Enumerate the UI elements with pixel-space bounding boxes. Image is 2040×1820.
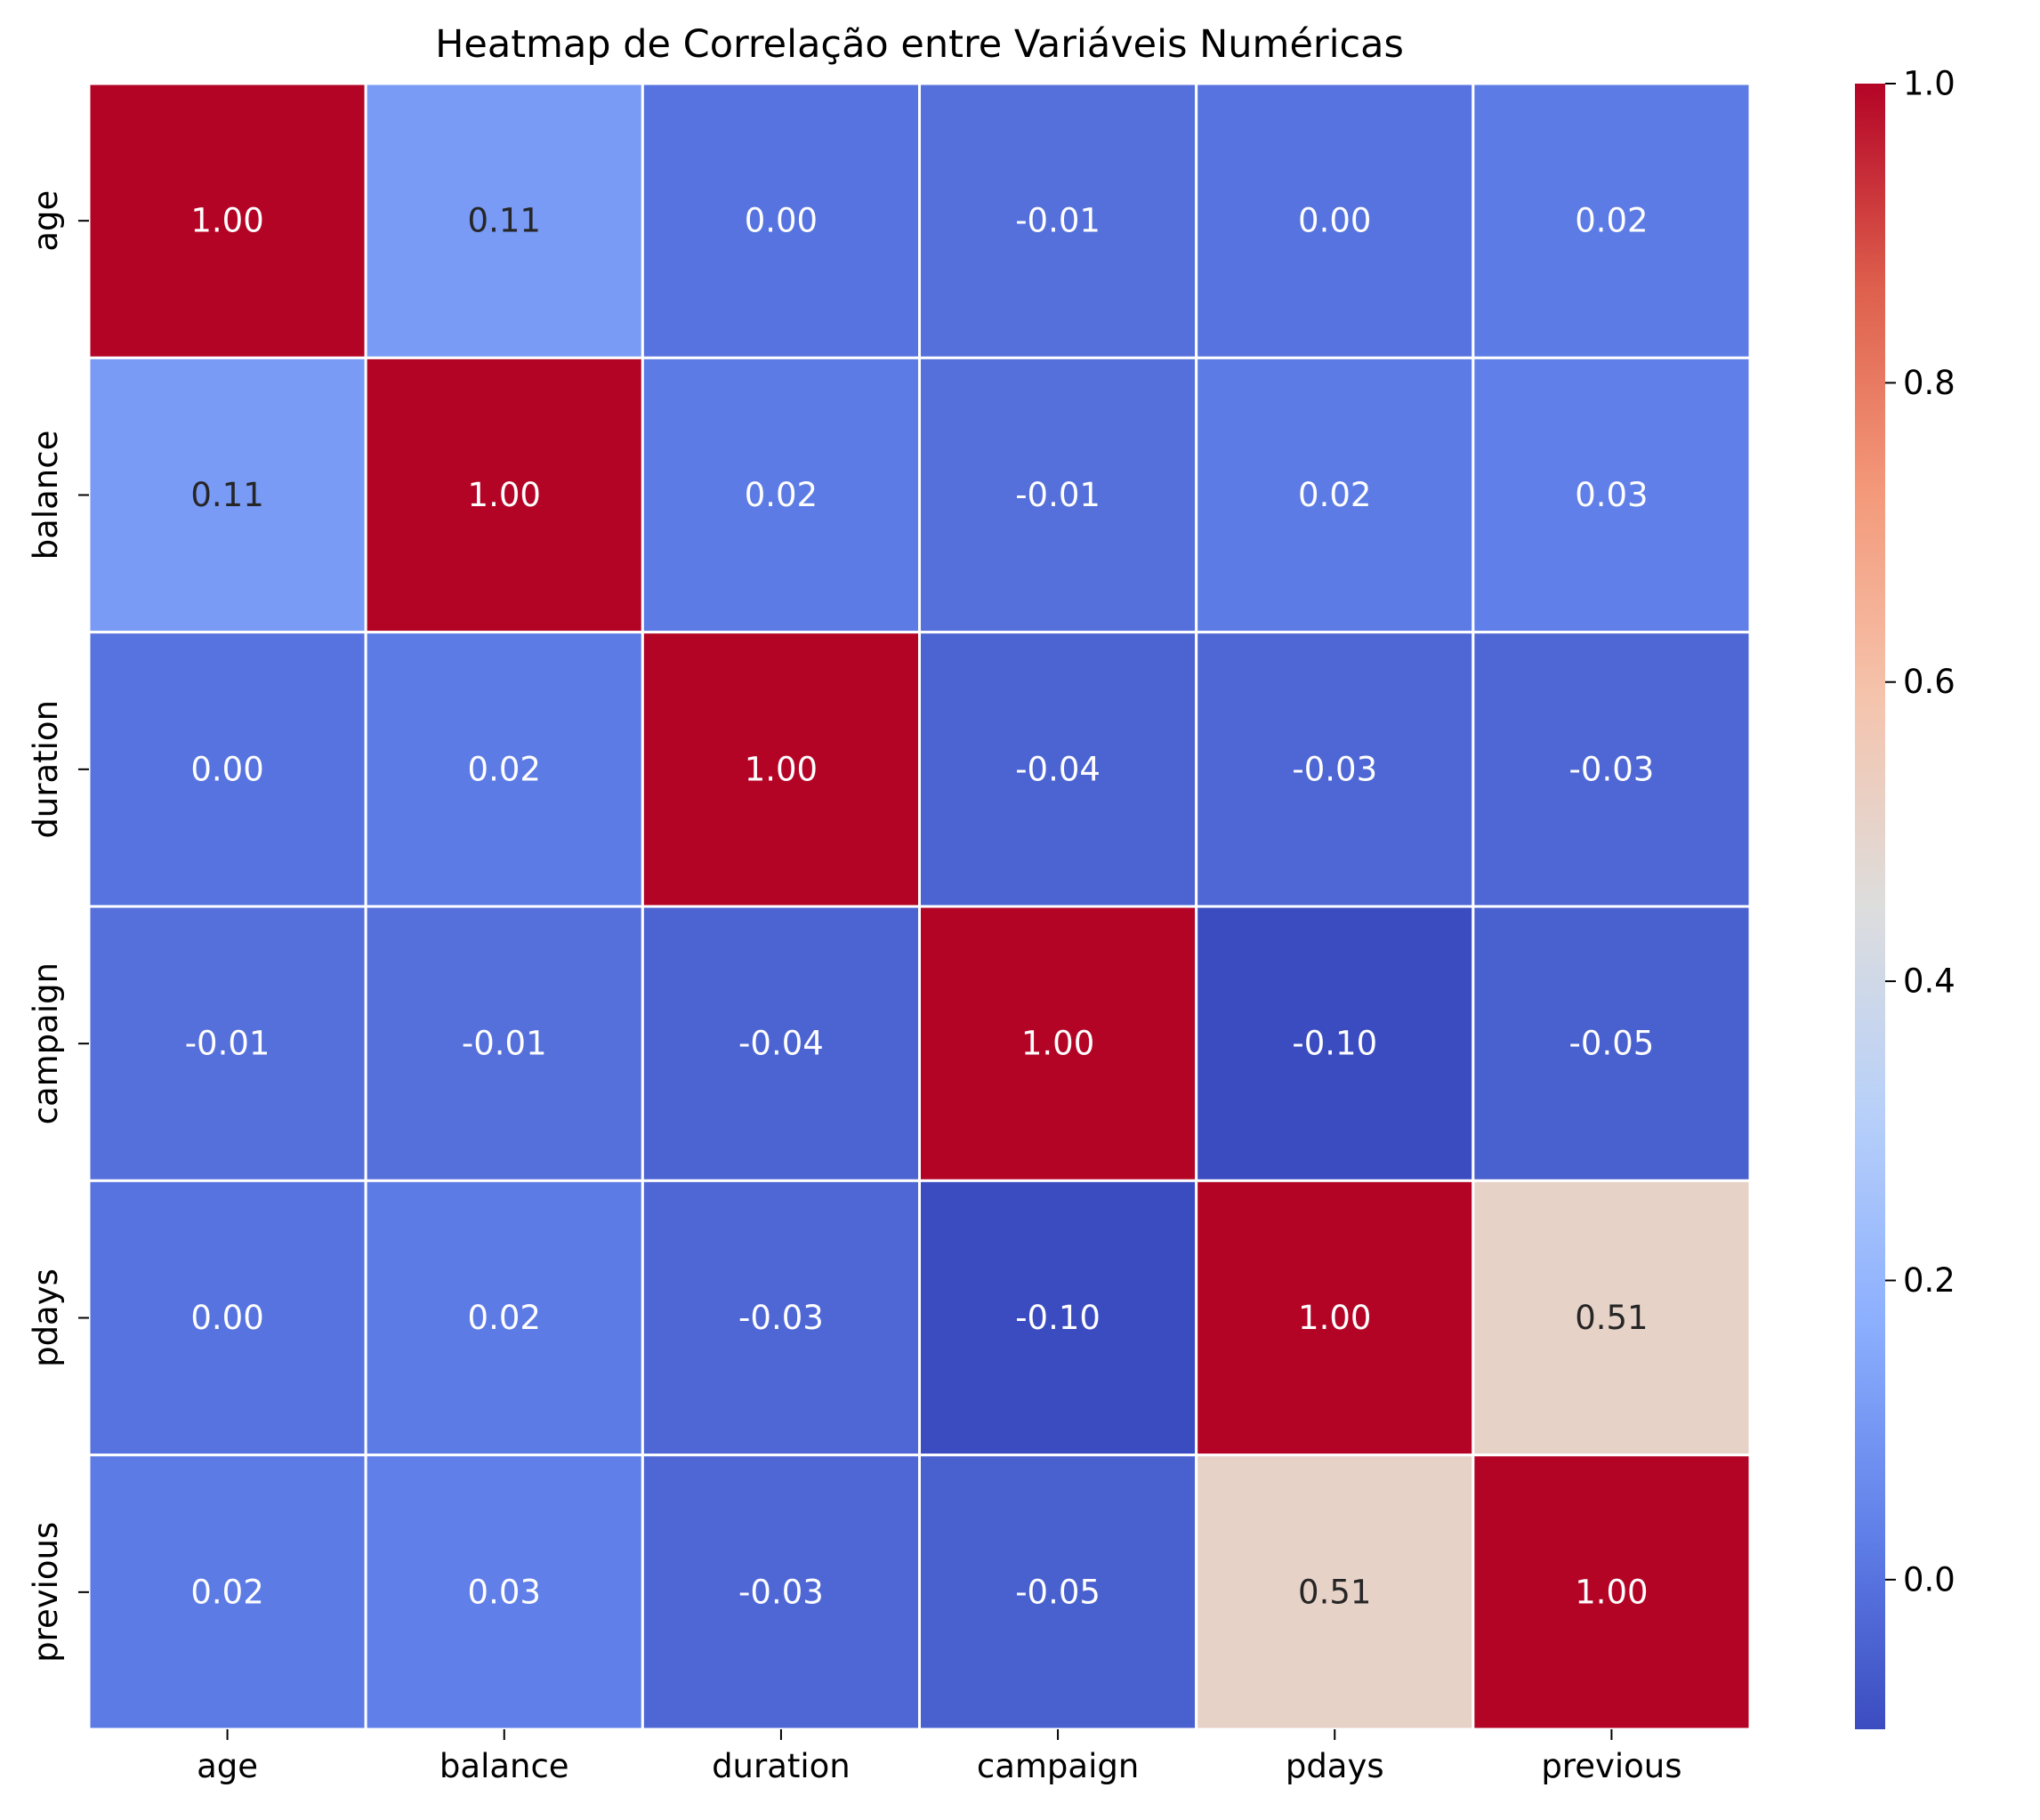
cell-value-label: 1.00 bbox=[1021, 1025, 1094, 1063]
x-tick-label: campaign bbox=[977, 1747, 1139, 1785]
colorbar-tick-label: 0.8 bbox=[1903, 364, 1955, 402]
cell-value-label: 0.02 bbox=[468, 1299, 541, 1337]
cell-value-label: 1.00 bbox=[468, 476, 541, 514]
colorbar-tick-label: 0.2 bbox=[1903, 1261, 1955, 1300]
heatmap-cell bbox=[1195, 631, 1475, 908]
cell-value-label: -0.05 bbox=[1569, 1025, 1655, 1063]
y-tick-label: campaign bbox=[27, 962, 65, 1124]
heatmap-cell bbox=[87, 631, 367, 908]
cell-value-label: -0.01 bbox=[1015, 476, 1101, 514]
heatmap-cell bbox=[364, 905, 644, 1182]
heatmap-cell bbox=[918, 631, 1198, 908]
colorbar-tick-label: 0.6 bbox=[1903, 663, 1955, 701]
cell-value-label: 0.02 bbox=[190, 1573, 263, 1611]
heatmap-cell bbox=[87, 1454, 367, 1731]
cell-value-label: 0.00 bbox=[745, 202, 818, 240]
cell-value-label: 0.03 bbox=[468, 1573, 541, 1611]
heatmap-cell bbox=[1195, 1179, 1475, 1457]
x-tick-label: age bbox=[197, 1747, 258, 1785]
cell-value-label: 1.00 bbox=[1298, 1299, 1371, 1337]
heatmap-cell bbox=[1472, 356, 1752, 634]
colorbar: 0.0 0.2 0.4 0.6 0.8 1.0 bbox=[1855, 65, 1955, 1729]
heatmap-cells bbox=[87, 82, 1752, 1731]
x-tick-label: balance bbox=[439, 1747, 569, 1785]
heatmap-cell bbox=[918, 905, 1198, 1182]
y-tick-label: previous bbox=[27, 1522, 65, 1663]
colorbar-tick-label: 0.0 bbox=[1903, 1560, 1955, 1599]
cell-value-label: -0.03 bbox=[1569, 750, 1655, 788]
x-tick-label: previous bbox=[1541, 1747, 1681, 1785]
cell-value-label: 0.00 bbox=[1298, 202, 1371, 240]
cell-value-label: -0.03 bbox=[738, 1299, 824, 1337]
cell-value-label: 0.02 bbox=[1298, 476, 1371, 514]
colorbar-tick-label: 0.4 bbox=[1903, 962, 1955, 1001]
heatmap-cell bbox=[87, 1179, 367, 1457]
y-tick-label: age bbox=[27, 190, 65, 252]
cell-value-label: -0.01 bbox=[462, 1025, 547, 1063]
heatmap-cell bbox=[918, 82, 1198, 359]
heatmap-cell bbox=[1472, 631, 1752, 908]
heatmap-cell bbox=[364, 631, 644, 908]
y-tick-label: duration bbox=[27, 700, 65, 839]
heatmap-cell bbox=[364, 356, 644, 634]
heatmap-cell bbox=[1195, 905, 1475, 1182]
cell-value-label: 0.03 bbox=[1575, 476, 1648, 514]
heatmap-cell bbox=[1472, 905, 1752, 1182]
cell-value-label: 0.11 bbox=[190, 476, 263, 514]
heatmap-cell bbox=[918, 356, 1198, 634]
cell-value-label: -0.03 bbox=[738, 1573, 824, 1611]
cell-value-label: -0.04 bbox=[1015, 750, 1101, 788]
cell-value-label: -0.10 bbox=[1015, 1299, 1101, 1337]
cell-value-label: -0.01 bbox=[1015, 202, 1101, 240]
heatmap-cell bbox=[364, 82, 644, 359]
cell-value-label: 0.02 bbox=[468, 750, 541, 788]
heatmap-cell bbox=[1472, 1454, 1752, 1731]
cell-value-label: 0.02 bbox=[1575, 202, 1648, 240]
cell-value-label: -0.10 bbox=[1292, 1025, 1377, 1063]
heatmap-cell bbox=[641, 1179, 921, 1457]
cell-value-label: 1.00 bbox=[745, 750, 818, 788]
colorbar-tick-label: 1.0 bbox=[1903, 65, 1955, 103]
x-tick-label: duration bbox=[712, 1747, 851, 1785]
heatmap-cell bbox=[87, 905, 367, 1182]
heatmap-cell bbox=[1195, 82, 1475, 359]
x-tick-label: pdays bbox=[1286, 1747, 1384, 1785]
y-tick-label: pdays bbox=[27, 1268, 65, 1367]
cell-value-label: -0.01 bbox=[185, 1025, 270, 1063]
heatmap-cell bbox=[1472, 1179, 1752, 1457]
cell-value-label: 1.00 bbox=[1575, 1573, 1648, 1611]
heatmap-cell bbox=[641, 905, 921, 1182]
y-tick-label: balance bbox=[27, 431, 65, 560]
cell-value-label: 1.00 bbox=[190, 202, 263, 240]
heatmap-cell bbox=[641, 631, 921, 908]
cell-annotations: 1.00 0.11 0.00 -0.01 0.00 0.02 0.11 1.00 0.02 -0.… bbox=[185, 202, 1655, 1612]
cell-value-label: -0.05 bbox=[1015, 1573, 1101, 1611]
cell-value-label: -0.04 bbox=[738, 1025, 824, 1063]
cell-value-label: 0.51 bbox=[1575, 1299, 1648, 1337]
heatmap-cell bbox=[1195, 1454, 1475, 1731]
heatmap-cell bbox=[641, 82, 921, 359]
cell-value-label: 0.11 bbox=[468, 202, 541, 240]
cell-value-label: -0.03 bbox=[1292, 750, 1377, 788]
y-axis: age balance duration campaign pdays previous bbox=[27, 190, 89, 1663]
cell-value-label: 0.51 bbox=[1298, 1573, 1371, 1611]
cell-value-label: 0.02 bbox=[745, 476, 818, 514]
colorbar-gradient bbox=[1855, 84, 1885, 1729]
heatmap-cell bbox=[918, 1179, 1198, 1457]
x-axis: age balance duration campaign pdays previous bbox=[197, 1729, 1682, 1785]
cell-value-label: 0.00 bbox=[190, 750, 263, 788]
cell-value-label: 0.00 bbox=[190, 1299, 263, 1337]
chart-title: Heatmap de Correlação entre Variáveis Nu… bbox=[435, 22, 1404, 67]
heatmap-cell bbox=[1472, 82, 1752, 359]
heatmap-cell bbox=[87, 82, 367, 359]
